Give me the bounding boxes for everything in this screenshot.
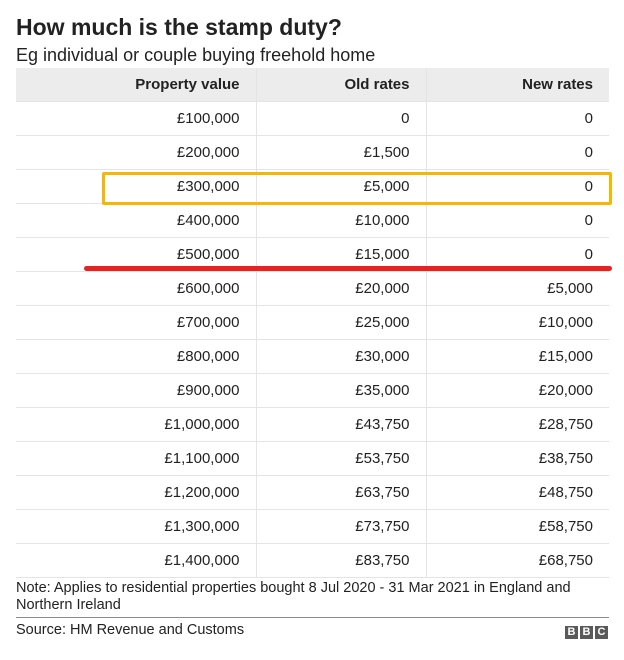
cell-old-rate: £83,750 <box>256 543 427 578</box>
bbc-logo: B B C <box>565 626 608 639</box>
table-row: £900,000 £35,000 £20,000 <box>16 373 609 408</box>
stamp-duty-table: Property value Old rates New rates £100,… <box>16 68 609 578</box>
table-row: £600,000 £20,000 £5,000 <box>16 271 609 306</box>
cell-new-rate: £58,750 <box>426 509 609 544</box>
chart-note: Note: Applies to residential properties … <box>16 580 571 613</box>
cell-property-value: £600,000 <box>16 271 257 306</box>
cell-property-value: £800,000 <box>16 339 257 374</box>
cell-property-value: £1,200,000 <box>16 475 257 510</box>
chart-title: How much is the stamp duty? <box>16 14 342 40</box>
cell-old-rate: £73,750 <box>256 509 427 544</box>
cell-new-rate: 0 <box>426 101 609 136</box>
table-row: £1,000,000 £43,750 £28,750 <box>16 407 609 442</box>
column-header-new-rates: New rates <box>426 68 609 102</box>
cell-new-rate: 0 <box>426 135 609 170</box>
cell-old-rate: £10,000 <box>256 203 427 238</box>
cell-property-value: £300,000 <box>16 169 257 204</box>
table-row: £700,000 £25,000 £10,000 <box>16 305 609 340</box>
cell-new-rate: £15,000 <box>426 339 609 374</box>
table-row: £200,000 £1,500 0 <box>16 135 609 170</box>
column-header-property-value: Property value <box>16 68 257 102</box>
table-row: £400,000 £10,000 0 <box>16 203 609 238</box>
cell-old-rate: 0 <box>256 101 427 136</box>
cell-old-rate: £1,500 <box>256 135 427 170</box>
chart-subtitle: Eg individual or couple buying freehold … <box>16 45 376 65</box>
table-body: £100,000 0 0 £200,000 £1,500 0 £300,000 £5,000 0… <box>16 101 609 578</box>
cell-property-value: £1,400,000 <box>16 543 257 578</box>
cell-new-rate: £20,000 <box>426 373 609 408</box>
table-header-row: Property value Old rates New rates <box>16 68 609 102</box>
cell-new-rate: £28,750 <box>426 407 609 442</box>
bbc-logo-letter: C <box>595 626 608 639</box>
cell-new-rate: 0 <box>426 169 609 204</box>
bbc-logo-letter: B <box>565 626 578 639</box>
cell-old-rate: £53,750 <box>256 441 427 476</box>
cell-new-rate: £5,000 <box>426 271 609 306</box>
cell-new-rate: 0 <box>426 237 609 272</box>
cell-new-rate: 0 <box>426 203 609 238</box>
cell-old-rate: £30,000 <box>256 339 427 374</box>
cell-old-rate: £5,000 <box>256 169 427 204</box>
cell-property-value: £100,000 <box>16 101 257 136</box>
cell-new-rate: £68,750 <box>426 543 609 578</box>
cell-new-rate: £10,000 <box>426 305 609 340</box>
cell-property-value: £1,100,000 <box>16 441 257 476</box>
table-row: £1,100,000 £53,750 £38,750 <box>16 441 609 476</box>
cell-property-value: £1,000,000 <box>16 407 257 442</box>
chart-source: Source: HM Revenue and Customs <box>16 622 245 638</box>
cell-property-value: £700,000 <box>16 305 257 340</box>
cell-new-rate: £48,750 <box>426 475 609 510</box>
table-row: £1,300,000 £73,750 £58,750 <box>16 509 609 544</box>
table-row: £300,000 £5,000 0 <box>16 169 609 204</box>
table-row: £1,200,000 £63,750 £48,750 <box>16 475 609 510</box>
cell-property-value: £1,300,000 <box>16 509 257 544</box>
cell-old-rate: £43,750 <box>256 407 427 442</box>
cell-property-value: £200,000 <box>16 135 257 170</box>
cell-property-value: £500,000 <box>16 237 257 272</box>
table-row: £100,000 0 0 <box>16 101 609 136</box>
cell-old-rate: £15,000 <box>256 237 427 272</box>
table-row: £500,000 £15,000 0 <box>16 237 609 272</box>
cell-new-rate: £38,750 <box>426 441 609 476</box>
table-row: £800,000 £30,000 £15,000 <box>16 339 609 374</box>
cell-old-rate: £35,000 <box>256 373 427 408</box>
footer-divider <box>16 617 609 618</box>
bbc-logo-letter: B <box>580 626 593 639</box>
cell-property-value: £900,000 <box>16 373 257 408</box>
cell-old-rate: £63,750 <box>256 475 427 510</box>
cell-property-value: £400,000 <box>16 203 257 238</box>
cell-old-rate: £20,000 <box>256 271 427 306</box>
table-row: £1,400,000 £83,750 £68,750 <box>16 543 609 578</box>
cell-old-rate: £25,000 <box>256 305 427 340</box>
column-header-old-rates: Old rates <box>256 68 427 102</box>
